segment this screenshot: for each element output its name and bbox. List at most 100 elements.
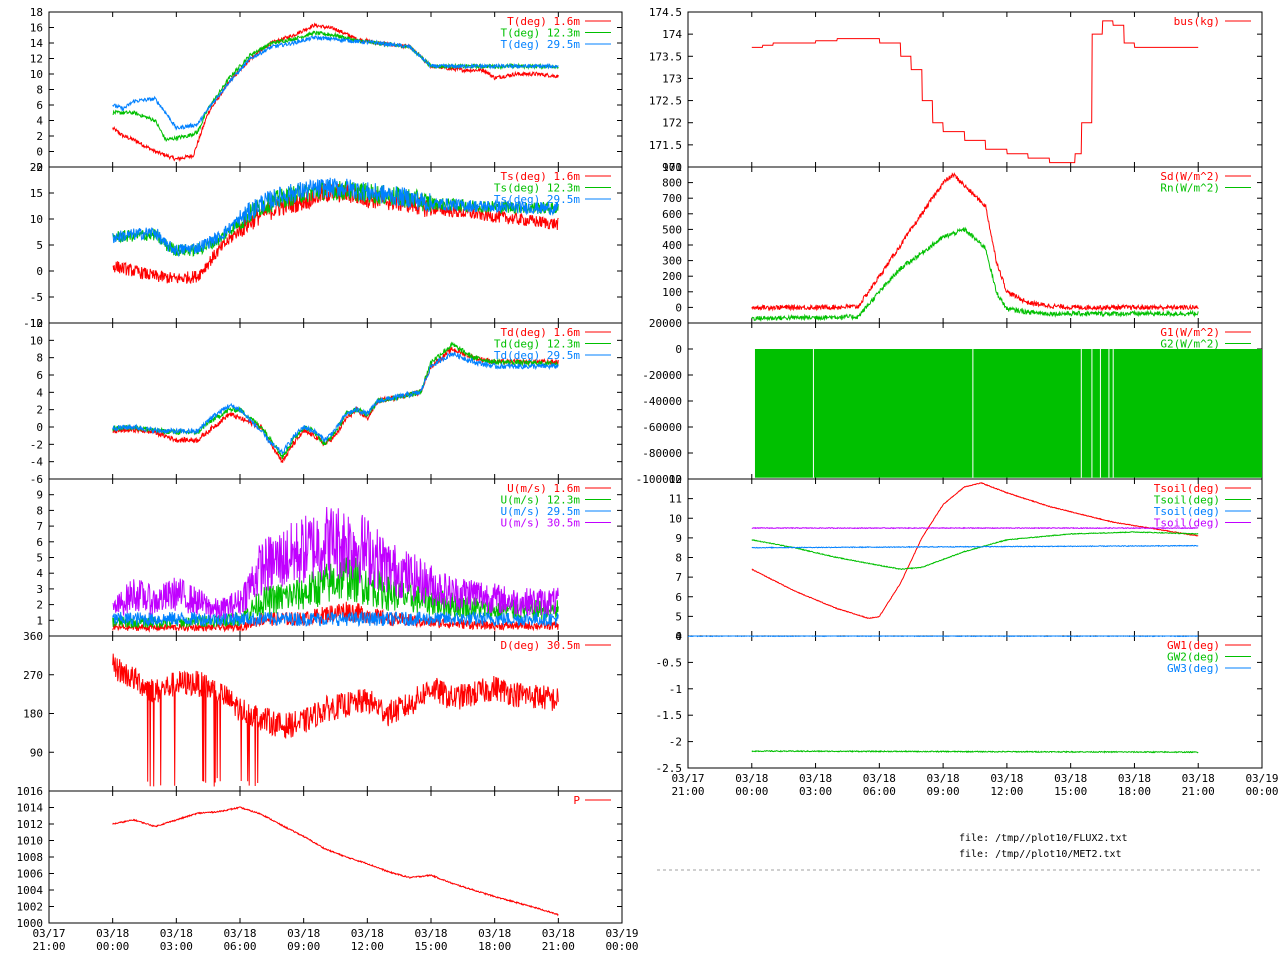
y-tick-label: 172.5: [649, 95, 682, 108]
y-tick-label: -5: [30, 291, 43, 304]
x-tick-date: 03/19: [605, 927, 638, 940]
legend-label: D(deg) 30.5m: [501, 639, 581, 652]
y-tick-label: 20000: [649, 317, 682, 330]
y-tick-label: 174.5: [649, 6, 682, 19]
y-tick-label: 173.5: [649, 50, 682, 63]
y-tick-label: 7: [675, 571, 682, 584]
legend-label: G1(W/m^2): [1160, 326, 1220, 339]
y-tick-label: 14: [30, 37, 44, 50]
y-tick-label: 171: [662, 161, 682, 174]
series-line-red: [112, 346, 559, 463]
y-tick-label: 171.5: [649, 139, 682, 152]
x-tick-time: 21:00: [32, 940, 65, 953]
x-tick-date: 03/18: [414, 927, 447, 940]
legend-label: P: [573, 794, 580, 807]
y-tick-label: 1016: [17, 785, 44, 798]
file-note-flux: file: /tmp//plot10/FLUX2.txt: [959, 833, 1128, 844]
x-tick-time: 15:00: [414, 940, 447, 953]
x-tick-date: 03/17: [671, 772, 704, 785]
y-tick-label: 180: [23, 708, 43, 721]
y-tick-label: 10: [669, 512, 682, 525]
y-tick-label: 8: [36, 84, 43, 97]
series-line-blue: [751, 544, 1199, 549]
y-tick-label: -2.5: [656, 762, 683, 775]
y-tick-label: 1006: [17, 868, 44, 881]
y-tick-label: 173: [662, 72, 682, 85]
series-line-red: [751, 482, 1199, 619]
series-line-red: [751, 20, 1199, 164]
legend-label: Ts(deg) 12.3m: [494, 182, 580, 195]
y-tick-label: 15: [30, 187, 43, 200]
y-tick-label: 7: [36, 520, 43, 533]
x-tick-time: 18:00: [1118, 785, 1151, 798]
x-tick-date: 03/18: [223, 927, 256, 940]
y-tick-label: 10: [30, 334, 43, 347]
y-tick-label: 12: [30, 53, 43, 66]
series-line-magenta: [751, 526, 1199, 530]
x-tick-date: 03/18: [1054, 772, 1087, 785]
legend-label: Td(deg) 12.3m: [494, 338, 580, 351]
x-tick-date: 03/18: [542, 927, 575, 940]
plot-frame: [48, 790, 623, 924]
y-tick-label: 20: [30, 161, 43, 174]
y-tick-label: -6: [30, 473, 43, 486]
y-tick-label: -2: [30, 161, 43, 174]
x-tick-time: 03:00: [799, 785, 832, 798]
y-tick-label: 16: [30, 22, 43, 35]
x-tick-date: 03/18: [1182, 772, 1215, 785]
y-tick-label: -100000: [636, 473, 682, 486]
plot-frame: [687, 11, 1263, 168]
y-tick-label: 4: [675, 630, 682, 643]
legend-label: T(deg) 1.6m: [507, 15, 580, 28]
y-tick-label: 300: [662, 255, 682, 268]
x-tick-time: 18:00: [478, 940, 511, 953]
y-tick-label: 1012: [17, 818, 44, 831]
x-tick-time: 12:00: [351, 940, 384, 953]
y-tick-label: -2: [30, 438, 43, 451]
x-tick-time: 21:00: [1182, 785, 1215, 798]
legend-label: Sd(W/m^2): [1160, 170, 1220, 183]
y-tick-label: 8: [675, 552, 682, 565]
y-tick-label: 2: [36, 404, 43, 417]
y-tick-label: 12: [30, 317, 43, 330]
y-tick-label: 6: [675, 591, 682, 604]
y-tick-label: 5: [36, 239, 43, 252]
y-tick-label: 900: [662, 161, 682, 174]
y-tick-label: 9: [36, 489, 43, 502]
y-tick-label: -40000: [642, 395, 682, 408]
y-tick-label: -10: [23, 317, 43, 330]
series-line-blue: [687, 635, 1199, 638]
legend-label: Tsoil(deg): [1154, 482, 1220, 495]
x-tick-time: 00:00: [605, 940, 638, 953]
y-tick-label: -1: [669, 683, 682, 696]
x-tick-date: 03/18: [160, 927, 193, 940]
y-tick-label: 90: [30, 746, 43, 759]
y-tick-label: 0: [675, 343, 682, 356]
y-tick-label: 0: [36, 421, 43, 434]
y-tick-label: 10: [30, 213, 43, 226]
y-tick-label: 8: [36, 352, 43, 365]
legend-label: GW2(deg): [1167, 651, 1220, 664]
x-tick-date: 03/17: [32, 927, 65, 940]
legend-label: T(deg) 29.5m: [501, 38, 581, 51]
x-tick-date: 03/18: [1118, 772, 1151, 785]
legend-label: Tsoil(deg): [1154, 494, 1220, 507]
legend-label: GW3(deg): [1167, 662, 1220, 675]
series-line-green: [112, 555, 559, 629]
y-tick-label: 400: [662, 239, 682, 252]
series-line-red: [751, 172, 1199, 312]
y-tick-label: -80000: [642, 447, 682, 460]
y-tick-label: 6: [36, 536, 43, 549]
legend-label: Rn(W/m^2): [1160, 182, 1220, 195]
series-line-red: [112, 653, 559, 787]
y-tick-label: 1004: [17, 884, 44, 897]
y-tick-label: 6: [36, 99, 43, 112]
y-tick-label: 2: [36, 130, 43, 143]
x-tick-date: 03/18: [287, 927, 320, 940]
panel-Sd: 0 100 200 300 400 500 600 700 800 900 Sd(W/m^2)Rn(…: [662, 161, 1263, 324]
y-tick-label: 1010: [17, 835, 44, 848]
series-line-green: [112, 30, 559, 142]
y-tick-label: 1014: [17, 802, 44, 815]
